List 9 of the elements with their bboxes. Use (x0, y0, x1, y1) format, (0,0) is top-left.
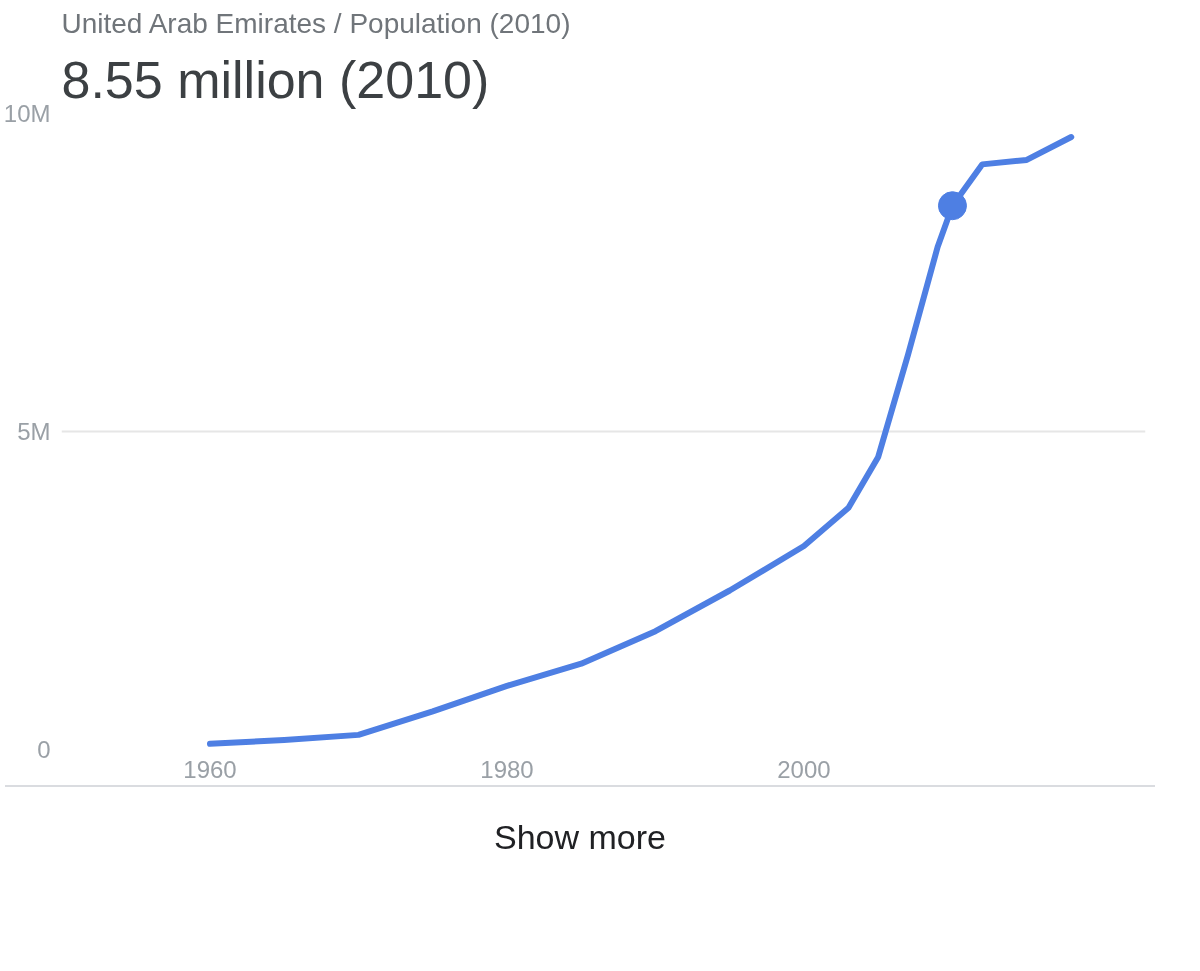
x-tick-label: 2000 (777, 755, 831, 783)
x-tick-label: 1960 (183, 755, 237, 783)
chart-title: United Arab Emirates / Population (2010) (61, 7, 571, 39)
y-tick-label: 10M (3, 100, 51, 127)
y-tick-label: 5M (17, 418, 51, 445)
y-tick-label: 0 (37, 736, 51, 763)
x-tick-label: 1980 (480, 755, 534, 783)
text: Show more (494, 817, 666, 858)
chart-subtitle: 8.55 million (2010) (61, 50, 490, 109)
